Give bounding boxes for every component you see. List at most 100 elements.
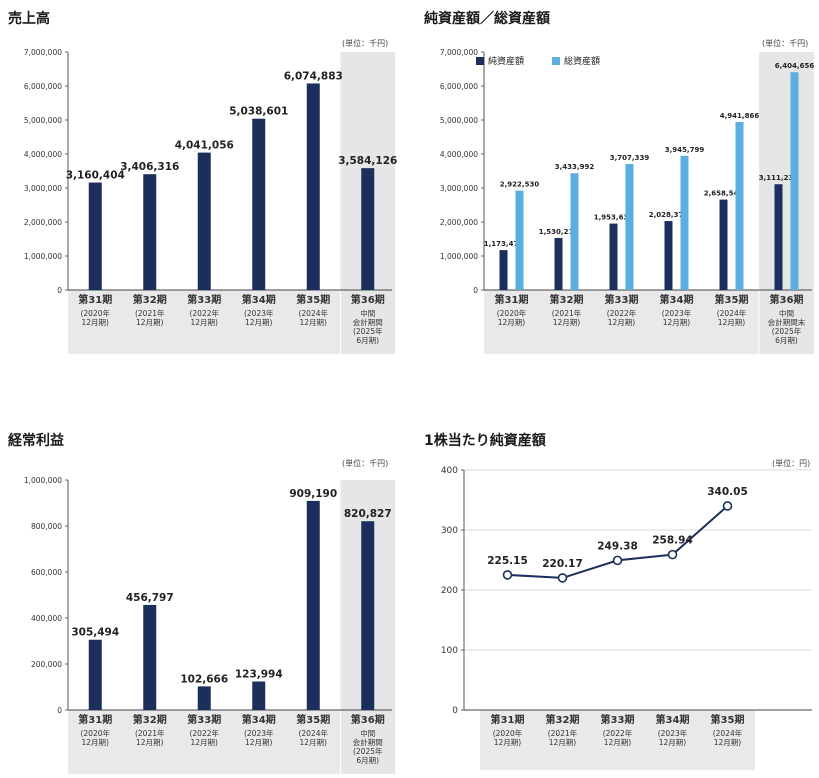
x-tick-label-line: 12月期) — [608, 318, 636, 327]
x-tick-label-line: 12月期) — [663, 318, 691, 327]
assets-panel: 純資産額／総資産額 (単位：千円) 0 1,000,000 2,000,000 3,0… — [424, 8, 816, 358]
x-tick-label-line: 第31期 — [78, 713, 112, 726]
x-tick-label-line: 第33期 — [601, 713, 635, 726]
ordinary-unit-label: (単位：千円) — [342, 459, 389, 468]
x-tick-label-line: 第32期 — [133, 293, 167, 306]
x-tick-label-line: 第33期 — [187, 713, 221, 726]
x-tick-label-line: 12月期) — [245, 318, 273, 327]
x-tick-label-line: (2021年 — [548, 728, 578, 738]
assets-unit-label: (単位：千円) — [762, 39, 809, 48]
x-tick-label-line: (2024年 — [298, 308, 328, 318]
x-tick-label-line: 12月期) — [191, 738, 219, 747]
x-tick-label-line: 第36期 — [770, 293, 804, 306]
data-label: 909,190 — [289, 488, 337, 500]
data-label: 4,941,866 — [720, 112, 760, 120]
y-tick-label: 5,000,000 — [440, 116, 478, 125]
x-tick-label-line: 第33期 — [605, 293, 639, 306]
x-tick-label-line: 第35期 — [296, 713, 330, 726]
legend-label: 純資産額 — [488, 55, 524, 67]
x-tick-label-line: 12月期) — [300, 318, 328, 327]
category-band — [480, 710, 755, 770]
bar — [680, 155, 689, 290]
data-label: 6,074,883 — [284, 70, 343, 82]
x-tick-label-line: (2020年 — [497, 308, 527, 318]
x-tick-label-line: (2022年 — [607, 308, 637, 318]
bps-panel: 1株当たり純資産額 (単位：円) 0 100 200 300 400 第31期 (2020年… — [424, 430, 816, 776]
y-tick-label: 7,000,000 — [440, 48, 478, 57]
x-tick-label-line: 12月期) — [553, 318, 581, 327]
bar — [554, 237, 563, 290]
legend: 純資産額 総資産額 — [476, 55, 600, 67]
bar — [197, 152, 211, 290]
x-tick-label-line: 第34期 — [242, 293, 276, 306]
x-tick-label-line: 12月期) — [82, 318, 110, 327]
legend-swatch — [476, 57, 484, 65]
y-tick-label: 800,000 — [31, 522, 62, 531]
sales-title: 売上高 — [8, 11, 50, 27]
bar — [570, 173, 579, 290]
y-tick-label: 0 — [452, 706, 458, 716]
x-tick-label-line: (2021年 — [135, 728, 165, 738]
x-tick-label-line: 第35期 — [711, 713, 745, 726]
bar — [361, 521, 375, 710]
y-tick-label: 5,000,000 — [24, 116, 62, 125]
data-label: 225.15 — [487, 555, 528, 567]
ordinary-chart: 0 200,000 400,000 600,000 800,000 1,000,000 第3… — [24, 476, 395, 774]
data-label: 6,404,656 — [775, 62, 815, 70]
data-point — [612, 555, 623, 566]
bar — [88, 182, 102, 290]
bar — [143, 174, 157, 290]
y-tick-label: 300 — [441, 526, 458, 536]
bar — [88, 639, 102, 710]
bar — [306, 500, 320, 710]
x-tick-label-line: (2020年 — [80, 728, 110, 738]
y-tick-label: 0 — [57, 286, 62, 295]
x-tick-label-line: 中間 — [360, 308, 375, 318]
data-label: 2,028,376 — [649, 211, 689, 219]
legend-label: 総資産額 — [564, 55, 600, 67]
y-tick-label: 400,000 — [31, 614, 62, 623]
x-tick-label-line: 第31期 — [495, 293, 529, 306]
data-label: 305,494 — [71, 627, 119, 639]
x-tick-label-line: (2024年 — [713, 728, 743, 738]
sales-chart: 0 1,000,000 2,000,000 3,000,000 4,000,000 5,0… — [24, 48, 397, 354]
x-tick-label-line: 12月期) — [191, 318, 219, 327]
y-tick-label: 7,000,000 — [24, 48, 62, 57]
x-tick-label-line: 第32期 — [546, 713, 580, 726]
x-tick-label-line: (2021年 — [135, 308, 165, 318]
data-label: 102,666 — [180, 673, 228, 685]
y-tick-label: 200 — [441, 586, 458, 596]
bar — [499, 250, 508, 290]
x-tick-label-line: (2022年 — [189, 308, 219, 318]
x-tick-label-line: 12月期) — [300, 738, 328, 747]
bar — [625, 163, 634, 290]
bar — [774, 184, 783, 290]
y-tick-label: 2,000,000 — [440, 218, 478, 227]
assets-chart: 0 1,000,000 2,000,000 3,000,000 4,000,000 5,0… — [440, 48, 815, 354]
x-tick-label-line: 第32期 — [550, 293, 584, 306]
x-tick-label-line: 6月期) — [356, 336, 379, 345]
x-tick-label-line: 会計期間 — [353, 737, 383, 747]
y-tick-label: 0 — [57, 706, 62, 715]
y-tick-label: 1,000,000 — [440, 252, 478, 261]
x-tick-label-line: 第31期 — [491, 713, 525, 726]
x-tick-label-line: (2020年 — [80, 308, 110, 318]
data-label: 220.17 — [542, 558, 583, 570]
data-label: 3,707,339 — [610, 154, 650, 162]
y-tick-label: 1,000,000 — [24, 252, 62, 261]
data-label: 1,173,479 — [484, 240, 524, 248]
x-tick-label-line: (2023年 — [662, 308, 692, 318]
sales-panel: 売上高 (単位：千円) 0 1,000,000 2,000,000 3,000,000… — [8, 8, 400, 358]
data-label: 258.94 — [652, 535, 693, 547]
